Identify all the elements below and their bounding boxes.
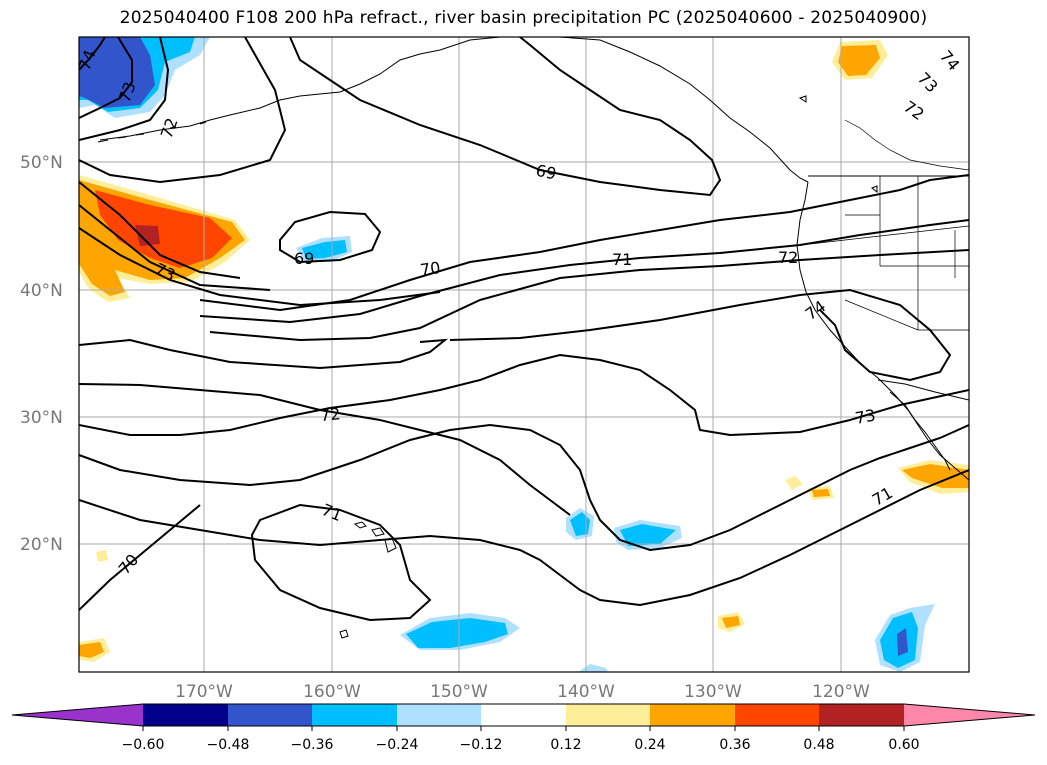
- contour-70-sw: [79, 504, 201, 611]
- baja-california: [889, 391, 951, 471]
- colorbar-tick-label: 0.12: [550, 737, 581, 753]
- contour-69-loop: [279, 210, 382, 264]
- colorbar-tick-label: −0.48: [207, 737, 250, 753]
- shade-pos-e-2: [785, 476, 803, 490]
- colorbar-segment: [143, 704, 228, 726]
- shade-neg-south-2b: [570, 512, 590, 536]
- shade-pos-e-1b: [812, 489, 830, 497]
- lon-label: 160°W: [303, 682, 361, 702]
- shade-pos-west-dark: [135, 225, 160, 246]
- contour-label: 72: [319, 404, 341, 425]
- contour-71-mid: [199, 219, 969, 324]
- colorbar-segment: [650, 704, 735, 726]
- contour-72-se: [79, 423, 969, 552]
- contour-69-main: [289, 37, 722, 197]
- colorbar-segment: [397, 704, 481, 726]
- contour-71-loop: [250, 503, 432, 622]
- small-islands: [339, 95, 878, 639]
- lat-label: 40°N: [20, 281, 63, 301]
- lon-label: 150°W: [430, 682, 488, 702]
- lat-label: 50°N: [20, 153, 63, 173]
- contour-label: 69: [294, 249, 314, 268]
- colorbar-tick-label: 0.24: [634, 737, 665, 753]
- shade-neg-south-3b: [620, 524, 676, 546]
- contour-70-west: [79, 37, 287, 184]
- contour-72-south: [79, 383, 571, 516]
- colorbar-tick-label: −0.24: [376, 737, 419, 753]
- colorbar-segment: [735, 704, 819, 726]
- colorbar-tick-label: −0.12: [460, 737, 503, 753]
- colorbar-tick-marks: [142, 726, 905, 731]
- aleutian-islands: [97, 121, 207, 143]
- shade-neg-nw-dark: [79, 37, 155, 108]
- colorbar-extend-low: [12, 704, 143, 726]
- colorbar-tick-label: −0.60: [122, 737, 165, 753]
- lon-label: 130°W: [684, 682, 742, 702]
- shade-neg-southeast-dark: [897, 628, 908, 656]
- colorbar-segment: [566, 704, 650, 726]
- contour-label: 71: [612, 250, 632, 269]
- contour-label: 72: [778, 248, 798, 267]
- lon-label: 120°W: [812, 682, 870, 702]
- shade-pos-nw-coast-orange: [838, 45, 880, 76]
- contour-label: 73: [854, 406, 877, 428]
- mexico-us-border: [877, 379, 969, 401]
- shade-pos-e-3b: [902, 464, 969, 488]
- colorbar-tick-label: 0.60: [888, 737, 919, 753]
- contour-70-mid: [199, 174, 969, 312]
- lat-labels: 50°N 40°N 30°N 20°N: [20, 153, 63, 555]
- contour-label: 70: [419, 258, 442, 280]
- contour-73-nw: [79, 37, 133, 119]
- contour-label: 74: [75, 47, 100, 73]
- lon-label: 170°W: [175, 682, 233, 702]
- canada-interior: [844, 119, 969, 171]
- map-title: 2025040400 F108 200 hPa refract., river …: [119, 8, 928, 28]
- shade-pos-sw-3b: [722, 616, 740, 628]
- coastlines: [97, 37, 969, 639]
- colorbar-extend-high: [904, 704, 1035, 726]
- lat-label: 20°N: [20, 535, 63, 555]
- lat-label: 30°N: [20, 408, 63, 428]
- colorbar-tick-label: 0.48: [803, 737, 834, 753]
- colorbar-segment: [481, 704, 566, 726]
- lon-label: 140°W: [557, 682, 615, 702]
- colorbar: −0.60 −0.48 −0.36 −0.24 −0.12 0.12 0.24 …: [11, 703, 1036, 753]
- contour-72-mid: [209, 249, 969, 342]
- contour-72-west: [79, 204, 271, 291]
- shade-pos-sw-1b: [79, 642, 104, 658]
- colorbar-tick-label: 0.36: [719, 737, 750, 753]
- shade-pos-west-red: [95, 190, 232, 268]
- gridlines: [79, 37, 969, 672]
- contour-74-nw: [79, 37, 106, 71]
- contour-71-west: [79, 227, 441, 307]
- colorbar-segment: [819, 704, 904, 726]
- plot-area: [79, 37, 969, 672]
- contour-73-south: [79, 353, 969, 437]
- alaska-coast: [99, 37, 501, 141]
- contour-71-se: [79, 469, 969, 607]
- contour-73-mid: [449, 288, 952, 382]
- contour-73-west: [79, 181, 241, 279]
- lon-labels: 170°W 160°W 150°W 140°W 130°W 120°W: [175, 682, 870, 702]
- plot-frame: [78, 36, 970, 673]
- colorbar-segment: [312, 704, 397, 726]
- shade-pos-sw-2: [96, 550, 108, 562]
- contour-72-nw: [79, 37, 170, 141]
- contour-72-loop-se: [79, 338, 449, 370]
- contours: [79, 37, 969, 622]
- shade-neg-south-1b: [406, 618, 508, 648]
- alaska-panhandle: [559, 37, 809, 183]
- colorbar-tick-label: −0.36: [291, 737, 334, 753]
- shade-neg-center: [302, 240, 347, 259]
- contour-label: 69: [534, 161, 558, 184]
- colorbar-segment: [228, 704, 312, 726]
